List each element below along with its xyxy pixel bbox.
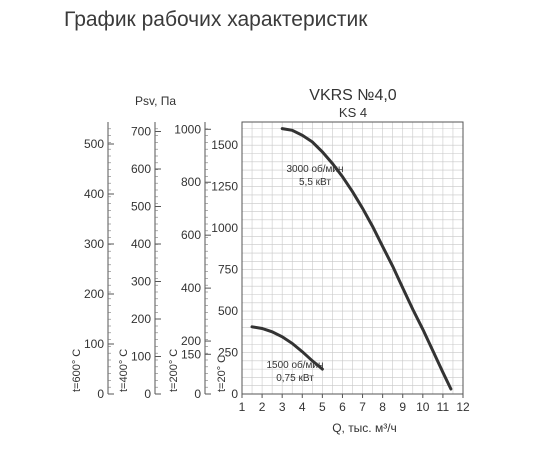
axis-label-temp: t=200° C — [168, 349, 180, 392]
temp-axis-tick-label: 700 — [131, 125, 151, 139]
x-tick-label: 12 — [456, 400, 470, 414]
x-tick-label: 5 — [319, 400, 326, 414]
temp-axis-tick-label: 300 — [131, 275, 151, 289]
series-line — [250, 325, 324, 371]
temp-axis-tick-label: 500 — [131, 200, 151, 214]
series — [250, 127, 453, 391]
x-tick-label: 6 — [339, 400, 346, 414]
series-label: 0,75 кВт — [276, 373, 314, 384]
y-tick-label: 0 — [231, 387, 238, 401]
temp-axis-tick-label: 100 — [131, 350, 151, 364]
x-tick-label: 7 — [359, 400, 366, 414]
temp-axis-tick-label: 400 — [181, 281, 201, 295]
series-line — [280, 127, 453, 391]
temp-axis-tick-label: 500 — [84, 137, 104, 151]
temp-axis-tick-label: 600 — [131, 162, 151, 176]
x-tick-label: 11 — [437, 400, 450, 414]
axis-label-temp: t=20° C — [216, 355, 228, 392]
x-tick-label: 10 — [416, 400, 430, 414]
y-tick-label: 500 — [218, 304, 238, 318]
axis-label-temp: t=400° C — [118, 349, 130, 392]
x-axis-label: Q, тыс. м³/ч — [332, 421, 397, 435]
temp-axis-tick-label: 200 — [131, 312, 151, 326]
chart-subtitle: KS 4 — [339, 105, 367, 120]
temp-axis-tick-label: 400 — [131, 237, 151, 251]
labels: 1 2 3 4 5 6 7 8 9 10 11 120250500750100012501500Psv… — [135, 87, 470, 435]
temp-axis-tick-label: 200 — [181, 334, 201, 348]
temp-axis-tick-label: 0 — [194, 387, 201, 401]
axis-label-temp: t=600° C — [71, 349, 83, 392]
series-label: 5,5 кВт — [299, 177, 331, 188]
x-tick-label: 2 — [259, 400, 266, 414]
x-tick-label: 8 — [379, 400, 386, 414]
plot-frame — [241, 121, 464, 395]
temp-axis-tick-label: 300 — [84, 237, 104, 251]
x-tick-label: 4 — [299, 400, 306, 414]
y-tick-label: 1250 — [211, 180, 238, 194]
grid — [241, 121, 464, 398]
series-label: 1500 об/мин — [266, 359, 323, 371]
temperature-axes: 0 100 200 300 400 500 t=600° C 0 100 200 300 400 500… — [71, 122, 228, 401]
y-tick-label: 1000 — [211, 221, 238, 235]
temp-axis-tick-label: 0 — [144, 387, 151, 401]
temp-axis-tick-label: 600 — [181, 228, 201, 242]
temp-axis-tick-label: 1000 — [174, 122, 201, 136]
y-tick-label: 250 — [218, 346, 238, 360]
y-tick-label: 750 — [218, 263, 238, 277]
y-tick-label: 1500 — [211, 138, 238, 152]
series-label: 3000 об/мин — [286, 163, 343, 175]
x-tick-label: 9 — [399, 400, 406, 414]
temp-axis-tick-label: 0 — [97, 387, 104, 401]
x-tick-label: 3 — [279, 400, 286, 414]
temp-axis-tick-label: 400 — [84, 187, 104, 201]
page-title: График рабочих характеристик — [64, 8, 368, 31]
temp-axis-tick-label: 800 — [181, 175, 201, 189]
temp-axis-tick-label: 200 — [84, 287, 104, 301]
temp-axis-tick-label: 100 — [84, 337, 104, 351]
y-axis-label: Psv, Па — [135, 94, 176, 108]
temp-axis-tick-label: 150 — [181, 347, 201, 361]
x-tick-label: 1 — [239, 400, 246, 414]
chart-title: VKRS №4,0 — [309, 87, 397, 104]
